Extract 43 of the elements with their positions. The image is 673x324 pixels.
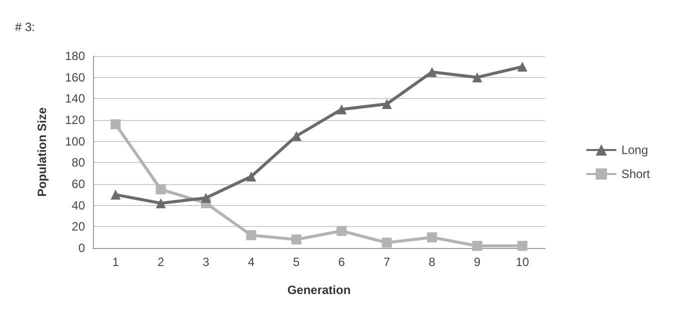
- point: [246, 172, 256, 182]
- chart-title: # 3:: [15, 20, 36, 34]
- legend-label: Long: [621, 143, 648, 157]
- point: [156, 184, 166, 194]
- point: [110, 119, 121, 130]
- y-tick-label: 120: [64, 113, 86, 127]
- y-tick-label: 160: [64, 70, 86, 84]
- point: [201, 192, 211, 203]
- point: [110, 190, 121, 200]
- x-axis-title: Generation: [287, 283, 351, 297]
- y-tick-label: 180: [64, 49, 86, 63]
- y-tick-label: 40: [72, 198, 86, 212]
- point: [517, 240, 528, 251]
- point: [291, 234, 302, 244]
- point: [517, 62, 528, 72]
- legend-label: Short: [621, 167, 651, 181]
- point: [382, 238, 392, 248]
- x-tick-label: 6: [338, 255, 346, 269]
- point: [336, 104, 347, 114]
- point: [336, 226, 347, 236]
- x-tick-label: 5: [293, 255, 300, 269]
- y-tick-label: 20: [72, 220, 86, 234]
- x-tick-label: 4: [248, 255, 255, 269]
- y-tick-label: 0: [78, 241, 86, 255]
- x-tick-label: 8: [428, 255, 436, 269]
- x-tick-label: 3: [202, 255, 210, 269]
- point: [382, 99, 392, 109]
- point: [427, 67, 437, 77]
- x-tick-label: 10: [516, 255, 530, 269]
- point: [472, 72, 482, 82]
- y-tick-label: 80: [72, 156, 86, 170]
- point: [472, 240, 482, 251]
- x-tick-label: 9: [474, 255, 481, 269]
- x-tick-label: 1: [112, 255, 120, 269]
- y-axis-title: Population Size: [35, 107, 49, 197]
- point: [156, 198, 166, 208]
- y-tick-label: 140: [64, 92, 86, 106]
- y-tick-label: 60: [72, 177, 86, 191]
- point: [427, 232, 437, 242]
- y-tick-label: 100: [64, 134, 86, 148]
- x-tick-label: 2: [157, 255, 164, 269]
- x-tick-label: 7: [383, 255, 390, 269]
- point: [246, 230, 256, 240]
